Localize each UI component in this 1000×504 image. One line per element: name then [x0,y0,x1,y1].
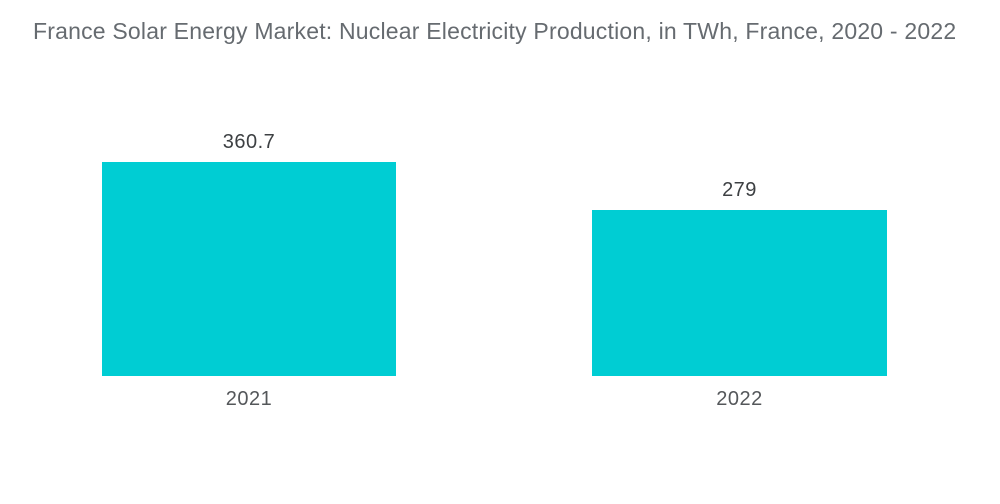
bar-value-label-2021: 360.7 [222,131,276,153]
bar-2021 [102,162,396,376]
bar-value-label-2022: 279 [722,179,757,201]
bar-group-2022: 279 2022 [592,179,887,410]
chart-title: France Solar Energy Market: Nuclear Elec… [33,18,957,44]
bar-2022 [592,210,887,376]
x-axis-label-2022: 2022 [716,388,763,410]
x-axis-label-2021: 2021 [225,388,273,410]
bar-group-2021: 360.7 2021 [102,131,396,410]
